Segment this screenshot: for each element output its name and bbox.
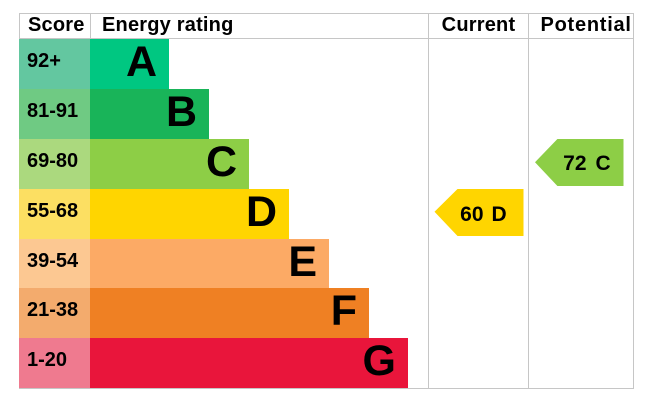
svg-text:C: C — [596, 152, 611, 175]
svg-text:D: D — [492, 203, 507, 226]
svg-text:60: 60 — [460, 203, 483, 226]
svg-text:72: 72 — [563, 152, 586, 175]
